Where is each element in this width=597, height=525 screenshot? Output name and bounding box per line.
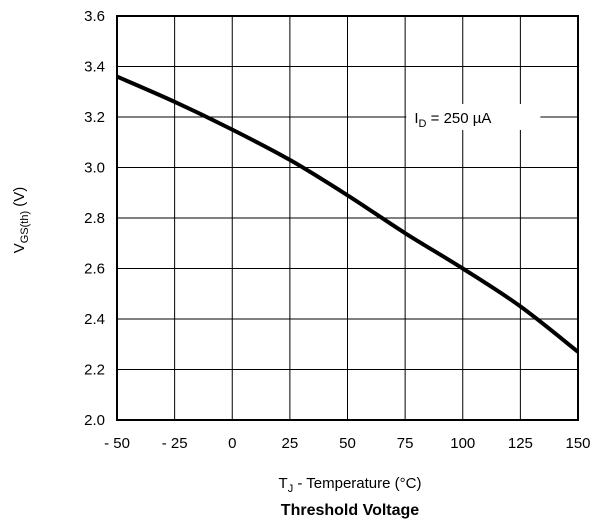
y-axis-title: VGS(th) (V): [11, 187, 31, 254]
chart-title: Threshold Voltage: [281, 502, 419, 519]
x-tick-label: 50: [339, 435, 356, 452]
x-tick-label: 100: [450, 435, 475, 452]
x-tick-label: 125: [508, 435, 533, 452]
x-tick-label: - 50: [104, 435, 130, 452]
x-tick-label: 75: [397, 435, 414, 452]
series-layer: [116, 74, 580, 354]
y-tick-label: 3.4: [84, 59, 105, 76]
y-tick-label: 2.6: [84, 261, 105, 278]
x-axis-title: TJ - Temperature (°C): [279, 475, 422, 495]
plot-frame: [116, 15, 579, 421]
y-tick-labels: 2.0 2.2 2.4 2.6 2.8 3.0 3.2 3.4 3.6: [84, 8, 105, 429]
y-tick-label: 2.0: [84, 412, 105, 429]
x-tick-label: 150: [565, 435, 590, 452]
x-tick-label: - 25: [162, 435, 188, 452]
y-tick-label: 2.2: [84, 362, 105, 379]
x-tick-labels: - 50 - 25 0 25 50 75 100 125 150: [104, 435, 590, 452]
series-line: [116, 74, 580, 354]
annotation-layer: ID = 250 µA: [406, 104, 541, 130]
y-tick-label: 3.6: [84, 8, 105, 25]
y-tick-label: 2.8: [84, 210, 105, 227]
annotation-label: ID = 250 µA: [414, 110, 491, 130]
grid: [116, 15, 579, 421]
x-tick-label: 0: [228, 435, 236, 452]
y-tick-label: 3.0: [84, 160, 105, 177]
x-tick-label: 25: [282, 435, 299, 452]
annotation-background: [406, 104, 541, 130]
y-tick-label: 2.4: [84, 311, 105, 328]
y-tick-label: 3.2: [84, 109, 105, 126]
